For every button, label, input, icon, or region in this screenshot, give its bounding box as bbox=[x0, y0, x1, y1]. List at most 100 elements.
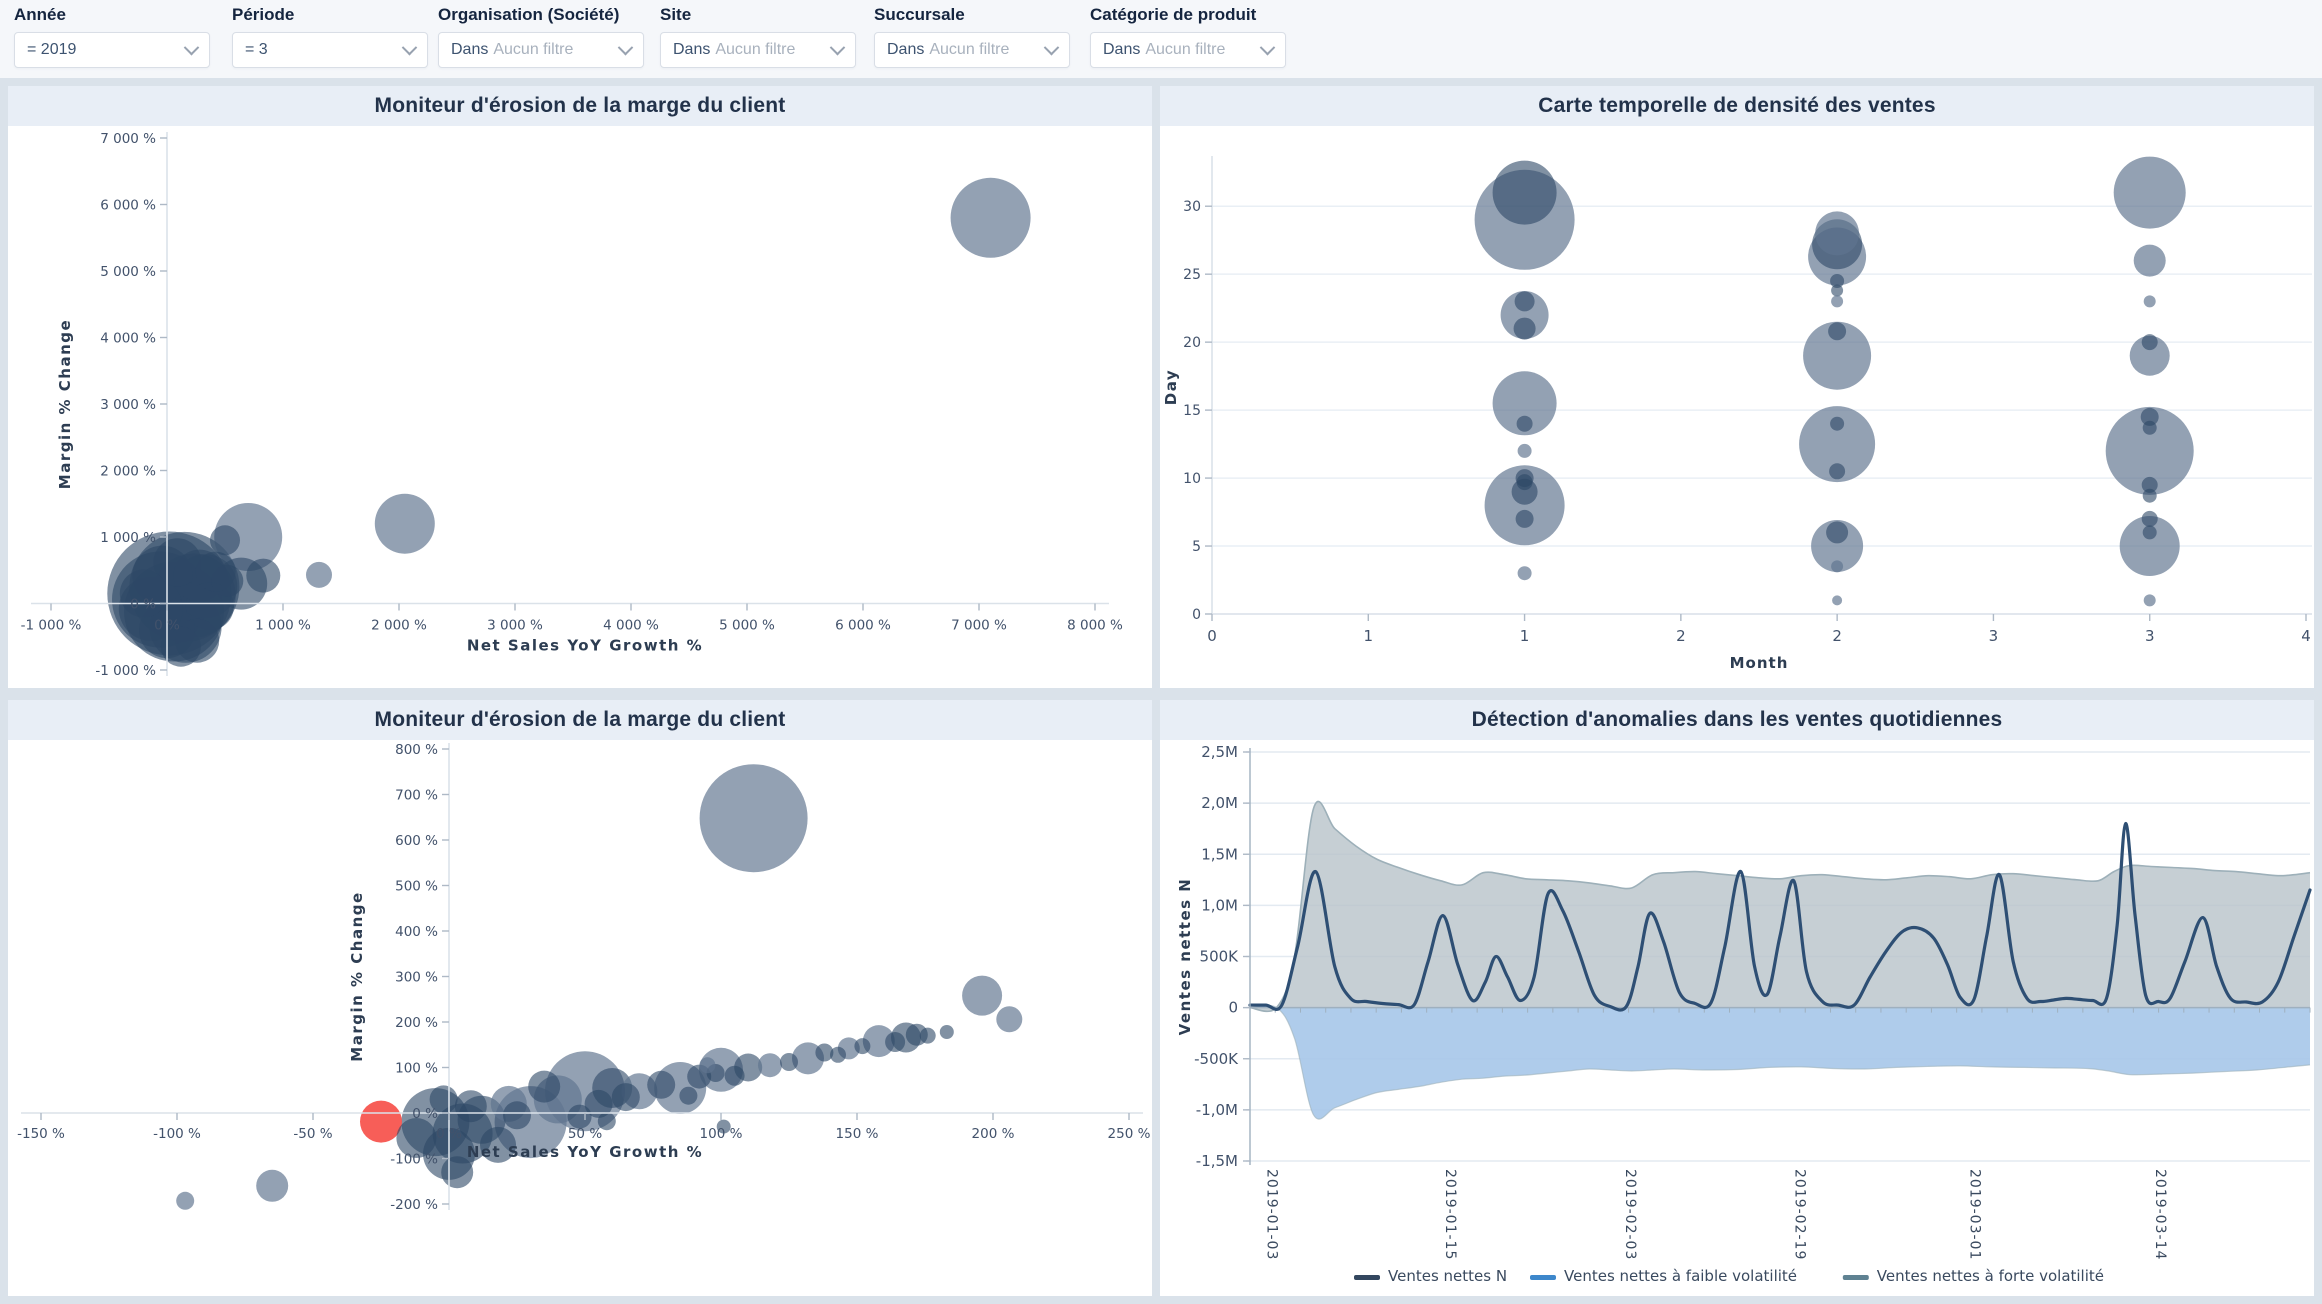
bubble[interactable] bbox=[1829, 463, 1846, 480]
bubble[interactable] bbox=[2105, 406, 2194, 495]
bubble[interactable] bbox=[2141, 510, 2158, 527]
bubble[interactable] bbox=[429, 1085, 458, 1114]
bubble[interactable] bbox=[1830, 416, 1845, 431]
filter-select-succursale[interactable]: Dans Aucun filtre bbox=[874, 32, 1070, 68]
bubble[interactable] bbox=[256, 1169, 289, 1202]
filter-select-site[interactable]: Dans Aucun filtre bbox=[660, 32, 856, 68]
bubble[interactable] bbox=[567, 1104, 592, 1129]
bubble[interactable] bbox=[1815, 211, 1860, 256]
bubble[interactable] bbox=[2129, 335, 2170, 376]
bubble[interactable] bbox=[939, 1025, 954, 1039]
y-tick-label: 20 bbox=[1183, 335, 1201, 351]
bubble[interactable] bbox=[1516, 474, 1533, 491]
daily-sales-anomaly-chart[interactable]: 2,5M 2,0M 1,5M 1,0M 500K 0 -500K -1,0M -1,5M Vent… bbox=[1160, 740, 2314, 1296]
bubble[interactable] bbox=[374, 493, 435, 554]
bubble[interactable] bbox=[210, 525, 240, 556]
bubble[interactable] bbox=[1803, 321, 1872, 390]
bubble[interactable] bbox=[780, 1053, 798, 1071]
bubble[interactable] bbox=[360, 1100, 402, 1143]
bubble[interactable] bbox=[1811, 520, 1864, 572]
bubble[interactable] bbox=[214, 503, 283, 571]
bubble[interactable] bbox=[647, 1070, 676, 1099]
bubble[interactable] bbox=[160, 626, 201, 667]
bubble[interactable] bbox=[211, 564, 244, 597]
bubble[interactable] bbox=[396, 1118, 437, 1158]
legend-label: Ventes nettes à forte volatilité bbox=[1877, 1267, 2104, 1285]
bubble[interactable] bbox=[1514, 291, 1535, 312]
bubble[interactable] bbox=[1492, 371, 1557, 436]
filter-select-periode[interactable]: = 3 bbox=[232, 32, 428, 68]
bubble[interactable] bbox=[119, 569, 168, 618]
bubble[interactable] bbox=[2143, 295, 2156, 308]
bubble[interactable] bbox=[2142, 488, 2157, 503]
x-tick-label: 50 % bbox=[568, 1126, 602, 1142]
bubble[interactable] bbox=[996, 1006, 1023, 1033]
sales-density-bubble-chart[interactable]: 0 5 10 15 20 25 30 0 1 1 2 2 3 3 4 Month Day bbox=[1160, 126, 2314, 688]
bubble[interactable] bbox=[1513, 317, 1536, 340]
bubble[interactable] bbox=[176, 1191, 195, 1210]
bubble[interactable] bbox=[1831, 295, 1844, 308]
bubble[interactable] bbox=[854, 1038, 871, 1055]
bubble[interactable] bbox=[1515, 509, 1534, 528]
bubble[interactable] bbox=[2142, 525, 2157, 540]
bubble[interactable] bbox=[2141, 476, 2158, 493]
margin-erosion-bubble-chart[interactable]: 7 000 % 6 000 % 5 000 % 4 000 % 3 000 % 2 000… bbox=[8, 126, 1152, 688]
bubble[interactable] bbox=[441, 1156, 474, 1189]
bubble[interactable] bbox=[885, 1032, 906, 1052]
bubble[interactable] bbox=[1517, 566, 1532, 581]
y-tick-label: -500K bbox=[1194, 1050, 1239, 1068]
bubble[interactable] bbox=[1492, 160, 1557, 225]
filter-label: Catégorie de produit bbox=[1090, 5, 1257, 24]
bubble[interactable] bbox=[1828, 322, 1847, 341]
bubble[interactable] bbox=[1832, 595, 1843, 606]
bubble[interactable] bbox=[1830, 274, 1845, 288]
y-tick-label: 1,0M bbox=[1201, 896, 1238, 914]
bubble[interactable] bbox=[584, 1089, 613, 1118]
bubble[interactable] bbox=[1826, 521, 1849, 544]
bubble[interactable] bbox=[1484, 465, 1565, 546]
bubble[interactable] bbox=[962, 975, 1003, 1016]
bubble[interactable] bbox=[2133, 244, 2166, 277]
bubble[interactable] bbox=[611, 1083, 640, 1112]
bubble[interactable] bbox=[480, 1126, 516, 1163]
bubble[interactable] bbox=[830, 1046, 846, 1063]
bubble[interactable] bbox=[1500, 291, 1549, 339]
legend-item[interactable]: Ventes nettes N bbox=[1354, 1267, 1507, 1285]
filter-select-categorie[interactable]: Dans Aucun filtre bbox=[1090, 32, 1286, 68]
bubble[interactable] bbox=[246, 558, 281, 593]
bubble[interactable] bbox=[153, 538, 202, 587]
margin-erosion-bubble-chart-zoomed[interactable]: 800 % 700 % 600 % 500 % 400 % 300 % 200 % 100 %… bbox=[8, 740, 1152, 1296]
legend-item[interactable]: Ventes nettes à faible volatilité bbox=[1530, 1267, 1797, 1285]
legend-item[interactable]: Ventes nettes à forte volatilité bbox=[1842, 1267, 2104, 1285]
bubble[interactable] bbox=[758, 1053, 782, 1078]
net-sales-line[interactable] bbox=[1248, 821, 2312, 1012]
bubble[interactable] bbox=[699, 1057, 716, 1074]
filter-select-annee[interactable]: = 2019 bbox=[14, 32, 210, 68]
bubble[interactable] bbox=[1831, 284, 1844, 297]
bubble[interactable] bbox=[1799, 406, 1876, 483]
bubble[interactable] bbox=[597, 1112, 616, 1131]
bubble[interactable] bbox=[919, 1027, 936, 1044]
bubble[interactable] bbox=[454, 1090, 487, 1123]
bubble[interactable] bbox=[2140, 407, 2159, 426]
bubble[interactable] bbox=[2141, 334, 2158, 351]
bubble[interactable] bbox=[2143, 594, 2156, 607]
bubble[interactable] bbox=[306, 561, 332, 588]
bubble[interactable] bbox=[699, 764, 808, 873]
bubble[interactable] bbox=[679, 1086, 698, 1105]
bubble[interactable] bbox=[503, 1101, 531, 1130]
bubble[interactable] bbox=[528, 1070, 561, 1103]
bubble[interactable] bbox=[2119, 516, 2180, 576]
bubble[interactable] bbox=[724, 1065, 745, 1086]
filter-select-organisation[interactable]: Dans Aucun filtre bbox=[438, 32, 644, 68]
bubble[interactable] bbox=[2142, 420, 2157, 435]
chevron-down-icon bbox=[183, 39, 200, 55]
bubble[interactable] bbox=[716, 1119, 731, 1134]
bubble[interactable] bbox=[950, 177, 1031, 258]
bubble[interactable] bbox=[2113, 156, 2186, 229]
bubble[interactable] bbox=[1831, 560, 1844, 573]
bubble[interactable] bbox=[1517, 443, 1532, 458]
bubble[interactable] bbox=[862, 1025, 895, 1058]
bubble[interactable] bbox=[815, 1043, 834, 1062]
bubble[interactable] bbox=[1516, 415, 1533, 432]
